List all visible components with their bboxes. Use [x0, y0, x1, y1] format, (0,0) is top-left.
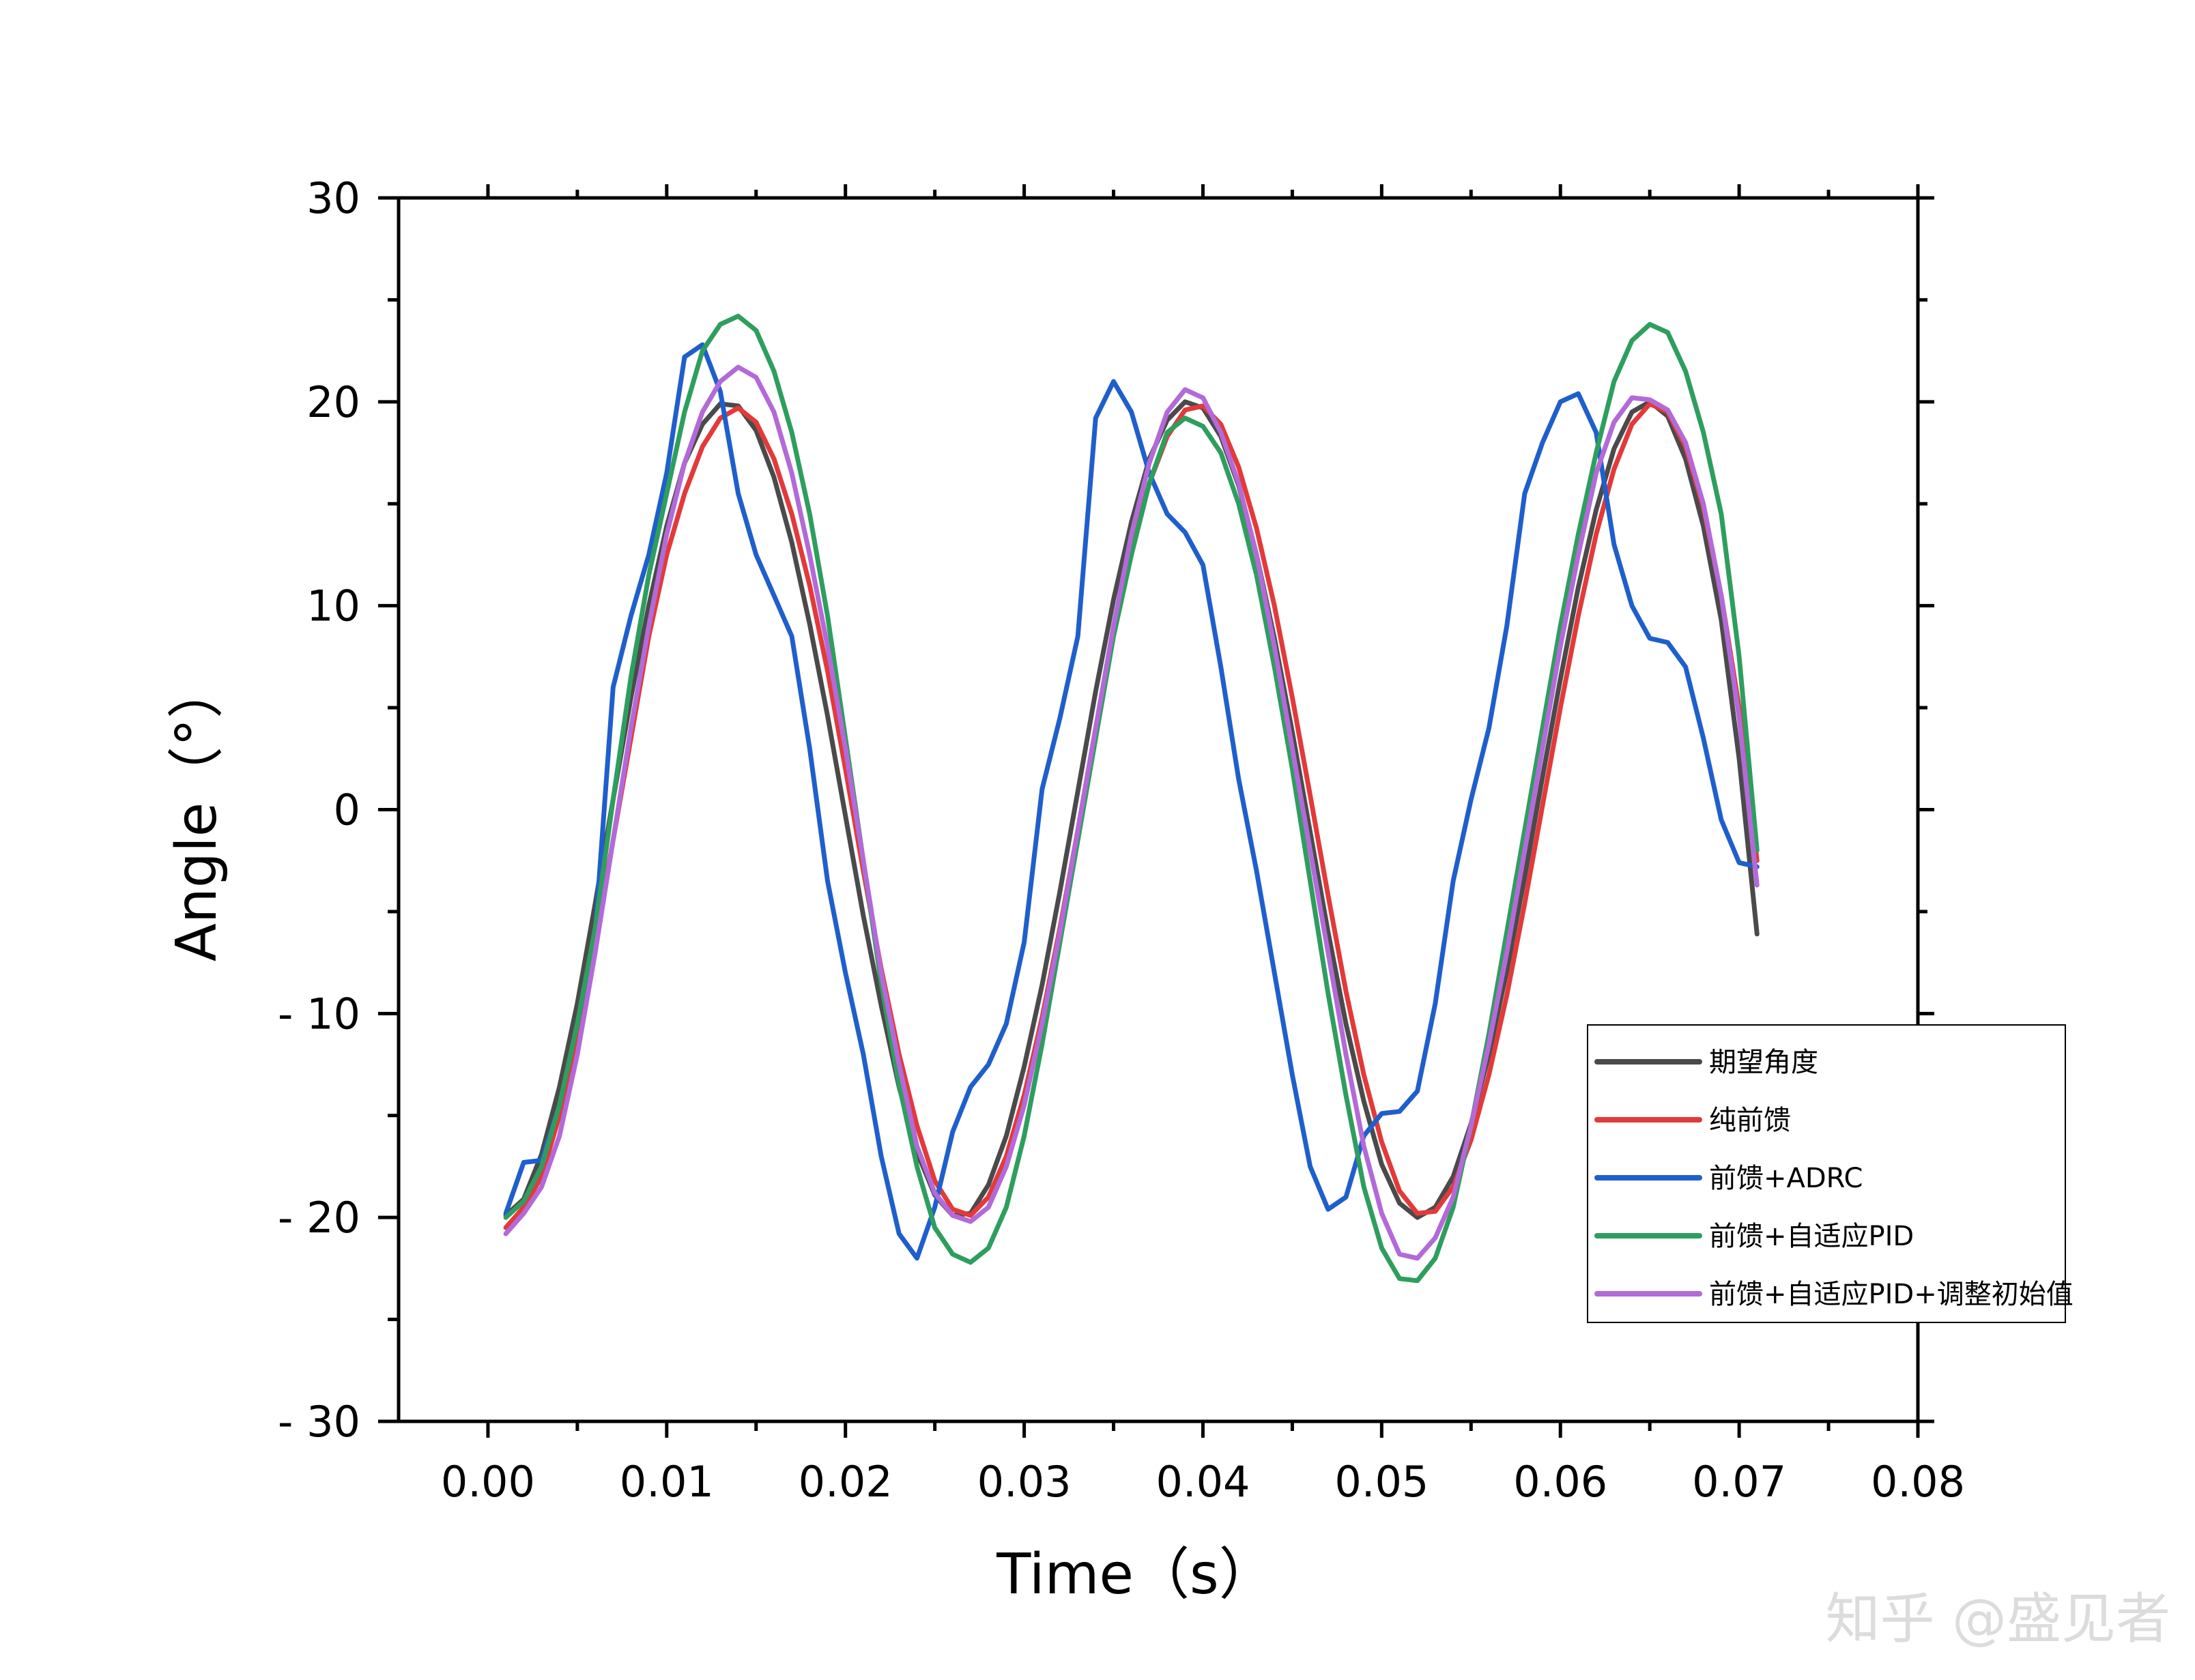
y-tick-label: 30: [306, 173, 360, 223]
x-tick-label: 0.08: [1871, 1457, 1965, 1507]
x-tick-label: 0.02: [799, 1457, 893, 1507]
y-tick-label: 20: [306, 377, 360, 427]
legend-label-3: 前馈+ADRC: [1709, 1163, 1863, 1194]
y-tick-label: 10: [306, 581, 360, 631]
series-layer: [503, 313, 1760, 1284]
x-axis-title: Time（s）: [996, 1542, 1274, 1607]
x-tick-label: 0.07: [1692, 1457, 1786, 1507]
y-axis-title: Angle（°）: [164, 663, 229, 961]
watermark-text: 知乎 @盛见者: [1826, 1587, 2170, 1651]
y-tick-label: - 30: [278, 1397, 360, 1447]
x-tick-label: 0.04: [1156, 1457, 1250, 1507]
series-line-5: [503, 364, 1760, 1261]
legend-label-5: 前馈+自适应PID+调整初始值: [1709, 1279, 2074, 1310]
x-tick-label: 0.01: [620, 1457, 714, 1507]
legend-box: [1587, 1024, 2066, 1323]
y-tick-label: - 10: [278, 989, 360, 1039]
x-tick-label: 0.03: [977, 1457, 1072, 1507]
legend-label-2: 纯前馈: [1709, 1105, 1791, 1136]
series-line-4: [503, 313, 1760, 1284]
legend-label-4: 前馈+自适应PID: [1709, 1221, 1914, 1252]
x-tick-label: 0.06: [1513, 1457, 1607, 1507]
x-tick-label: 0.05: [1334, 1457, 1429, 1507]
legend-label-1: 期望角度: [1709, 1047, 1818, 1078]
series-line-3: [503, 342, 1760, 1261]
ticks-layer: 0.00 0.01 0.02 0.03 0.04 0.05 0.06 0.07 0.08 - 30…: [278, 173, 1965, 1507]
series-line-1: [503, 399, 1760, 1220]
y-tick-label: - 20: [278, 1193, 360, 1243]
x-tick-label: 0.00: [441, 1457, 535, 1507]
y-tick-label: 0: [334, 785, 360, 835]
